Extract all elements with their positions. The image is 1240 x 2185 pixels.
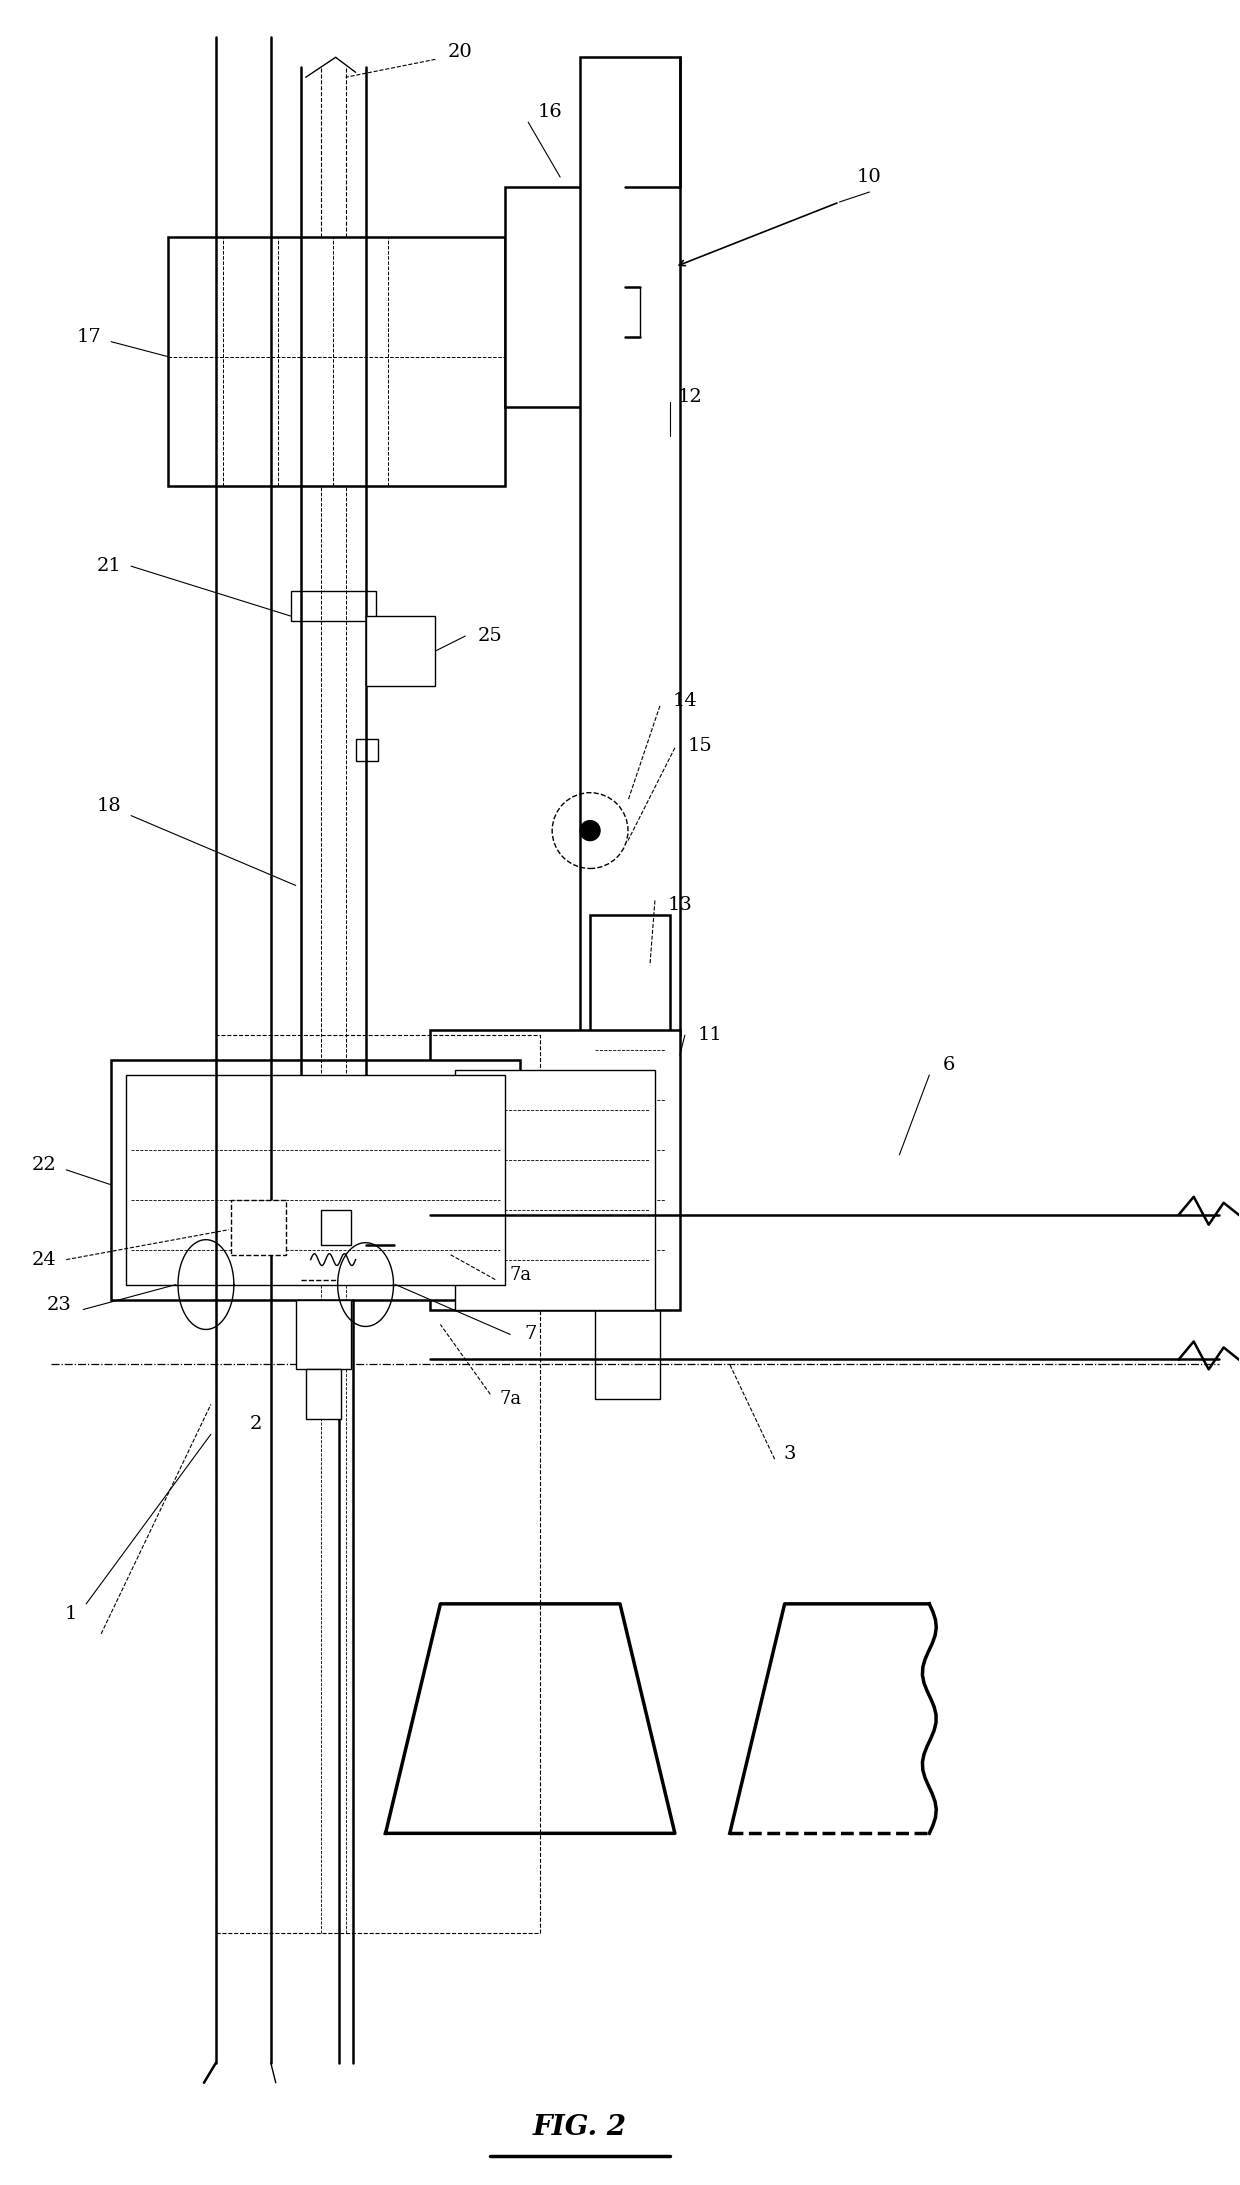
Text: 21: 21 [97,557,122,575]
Bar [167,236,505,487]
Text: 20: 20 [448,44,472,61]
Bar [112,1060,521,1300]
Text: 25: 25 [477,627,502,645]
Text: 11: 11 [697,1027,722,1044]
Text: 14: 14 [672,693,697,710]
Bar [356,739,377,760]
Text: 22: 22 [31,1156,56,1173]
Text: 7: 7 [525,1326,537,1344]
Text: 1: 1 [64,1604,77,1623]
Circle shape [580,822,600,841]
Bar [290,592,376,621]
Text: 10: 10 [857,168,882,186]
Text: 7a: 7a [500,1390,521,1409]
Text: FIG. 2: FIG. 2 [533,2115,627,2141]
Text: 13: 13 [667,896,692,913]
Text: 18: 18 [97,798,122,815]
Text: 2: 2 [249,1416,262,1433]
Text: 16: 16 [538,103,563,120]
Bar [126,1075,505,1285]
Text: 23: 23 [46,1296,71,1313]
Bar [295,1300,351,1370]
Bar [366,616,435,686]
Bar [580,57,680,1036]
Bar [505,188,625,406]
Text: 15: 15 [687,736,712,754]
Bar [430,1029,680,1309]
Text: 17: 17 [77,328,102,345]
Text: 12: 12 [677,387,702,406]
Bar [306,1370,341,1420]
Bar [216,1036,541,1934]
Bar [231,1200,285,1254]
Text: 7a: 7a [510,1265,531,1283]
Text: 24: 24 [31,1250,56,1269]
Text: 3: 3 [784,1444,796,1464]
Bar [455,1071,655,1309]
Bar [595,1300,660,1398]
Bar [321,1210,351,1245]
Text: 6: 6 [944,1055,956,1075]
Bar [590,916,670,1300]
